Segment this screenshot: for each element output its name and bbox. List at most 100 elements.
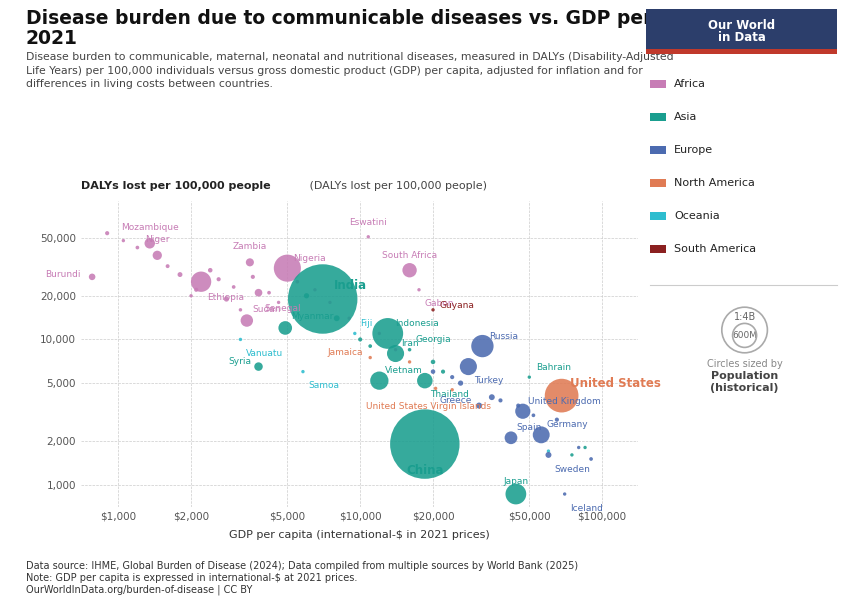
Text: Georgia: Georgia bbox=[415, 335, 451, 344]
Point bbox=[279, 323, 292, 333]
Text: Myanmar: Myanmar bbox=[291, 312, 333, 321]
Text: OurWorldInData.org/burden-of-disease | CC BY: OurWorldInData.org/burden-of-disease | C… bbox=[26, 584, 252, 595]
Point bbox=[203, 265, 217, 275]
Point bbox=[85, 272, 99, 281]
Text: Samoa: Samoa bbox=[309, 382, 339, 391]
Text: Africa: Africa bbox=[674, 79, 706, 89]
Text: China: China bbox=[406, 464, 444, 476]
Text: Russia: Russia bbox=[490, 332, 518, 341]
Text: Disease burden due to communicable diseases vs. GDP per capita,: Disease burden due to communicable disea… bbox=[26, 9, 731, 28]
Text: 2021: 2021 bbox=[26, 29, 77, 48]
Text: Oceania: Oceania bbox=[674, 211, 720, 221]
Point bbox=[476, 341, 490, 351]
Point bbox=[263, 288, 276, 298]
Point bbox=[445, 373, 459, 382]
Text: Vanuatu: Vanuatu bbox=[246, 349, 283, 358]
Text: Spain: Spain bbox=[517, 423, 542, 432]
Point bbox=[195, 277, 208, 287]
Point bbox=[512, 401, 525, 410]
Point bbox=[445, 385, 459, 395]
Point bbox=[234, 335, 247, 344]
Point bbox=[388, 345, 402, 355]
Point bbox=[541, 450, 555, 460]
Point bbox=[243, 257, 257, 267]
Text: Ethiopia: Ethiopia bbox=[207, 293, 244, 302]
Point bbox=[550, 415, 564, 424]
Point bbox=[361, 232, 375, 242]
Point bbox=[280, 263, 294, 273]
Text: Greece: Greece bbox=[439, 395, 472, 404]
Point bbox=[330, 313, 343, 323]
Text: Disease burden to communicable, maternal, neonatal and nutritional diseases, mea: Disease burden to communicable, maternal… bbox=[26, 52, 673, 89]
Text: Our World: Our World bbox=[708, 19, 775, 32]
Point bbox=[150, 251, 164, 260]
Text: Jamaica: Jamaica bbox=[328, 347, 363, 356]
Text: South America: South America bbox=[674, 244, 756, 254]
Point bbox=[418, 376, 432, 385]
Point bbox=[234, 305, 247, 314]
Point bbox=[343, 313, 356, 323]
Point bbox=[246, 272, 259, 281]
Text: United Kingdom: United Kingdom bbox=[529, 397, 601, 406]
Text: Fiji: Fiji bbox=[360, 319, 373, 328]
Point bbox=[516, 406, 530, 416]
Text: North America: North America bbox=[674, 178, 755, 188]
Text: Sudan: Sudan bbox=[252, 305, 280, 314]
Text: Asia: Asia bbox=[674, 112, 697, 122]
Point bbox=[555, 391, 569, 400]
Text: Sweden: Sweden bbox=[554, 464, 590, 473]
Point bbox=[184, 291, 198, 301]
Point bbox=[219, 294, 233, 304]
Text: Senegal: Senegal bbox=[264, 304, 301, 313]
Text: Japan: Japan bbox=[503, 476, 529, 485]
Text: (historical): (historical) bbox=[711, 383, 779, 393]
Text: Syria: Syria bbox=[229, 356, 252, 365]
Point bbox=[372, 329, 386, 338]
Text: Eswatini: Eswatini bbox=[349, 218, 387, 227]
Text: Nigeria: Nigeria bbox=[293, 254, 326, 263]
Point bbox=[323, 298, 337, 307]
Text: Data source: IHME, Global Burden of Disease (2024); Data compiled from multiple : Data source: IHME, Global Burden of Dise… bbox=[26, 561, 578, 571]
Text: Thailand: Thailand bbox=[430, 391, 469, 400]
Point bbox=[541, 446, 555, 456]
Point bbox=[535, 430, 548, 440]
Point bbox=[240, 316, 253, 325]
Point bbox=[412, 285, 426, 295]
Point bbox=[252, 288, 265, 298]
Text: DALYs lost per 100,000 people: DALYs lost per 100,000 people bbox=[81, 181, 270, 191]
Point bbox=[426, 357, 439, 367]
Point bbox=[428, 383, 442, 393]
Point bbox=[161, 262, 174, 271]
Point bbox=[354, 335, 367, 344]
Text: United States: United States bbox=[570, 377, 660, 390]
Point bbox=[494, 395, 507, 405]
Point bbox=[462, 362, 475, 371]
Text: Population: Population bbox=[711, 371, 779, 381]
Point bbox=[143, 238, 156, 248]
Point bbox=[300, 291, 314, 301]
Point bbox=[388, 349, 402, 358]
Point bbox=[403, 265, 416, 275]
Point bbox=[173, 270, 187, 280]
Text: in Data: in Data bbox=[717, 31, 766, 44]
Point bbox=[308, 285, 321, 295]
Text: South Africa: South Africa bbox=[382, 251, 437, 260]
X-axis label: GDP per capita (international-$ in 2021 prices): GDP per capita (international-$ in 2021 … bbox=[229, 530, 490, 540]
Text: Burundi: Burundi bbox=[46, 269, 81, 278]
Point bbox=[565, 450, 579, 460]
Text: Iceland: Iceland bbox=[570, 504, 604, 513]
Text: 1:4B: 1:4B bbox=[734, 313, 756, 322]
Point bbox=[485, 392, 499, 402]
Point bbox=[252, 362, 265, 371]
Point bbox=[403, 357, 416, 367]
Point bbox=[523, 373, 536, 382]
Point bbox=[291, 277, 304, 287]
Text: Iran: Iran bbox=[401, 339, 419, 348]
Point bbox=[558, 489, 571, 499]
Text: Bahrain: Bahrain bbox=[536, 362, 571, 371]
Text: (DALYs lost per 100,000 people): (DALYs lost per 100,000 people) bbox=[306, 181, 487, 191]
Text: Indonesia: Indonesia bbox=[394, 319, 439, 328]
Point bbox=[473, 401, 486, 410]
Text: Mozambique: Mozambique bbox=[121, 223, 178, 232]
Text: Niger: Niger bbox=[145, 235, 169, 244]
